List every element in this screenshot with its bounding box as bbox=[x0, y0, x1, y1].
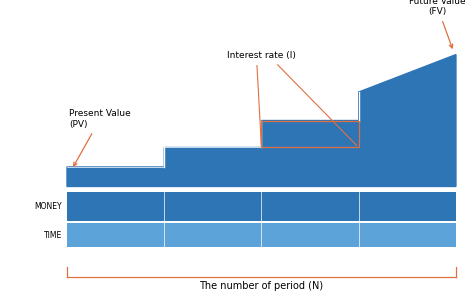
Text: TIME: TIME bbox=[44, 231, 62, 240]
Bar bbox=[67, 192, 456, 221]
Text: Future Value
(FV): Future Value (FV) bbox=[409, 0, 465, 48]
Bar bbox=[262, 121, 359, 148]
Text: MONEY: MONEY bbox=[35, 202, 62, 211]
Bar bbox=[67, 223, 456, 247]
Text: Interest rate (I): Interest rate (I) bbox=[227, 51, 296, 60]
Text: The number of period (N): The number of period (N) bbox=[200, 281, 324, 291]
Polygon shape bbox=[67, 55, 456, 187]
Text: Present Value
(PV): Present Value (PV) bbox=[69, 109, 131, 166]
